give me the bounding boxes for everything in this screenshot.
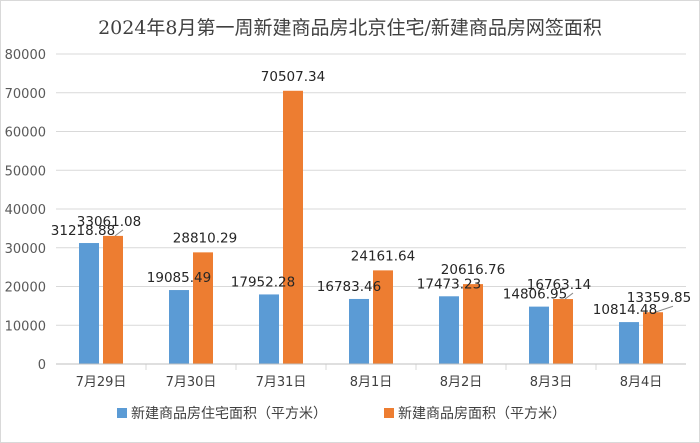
legend-swatch-residential	[117, 408, 127, 418]
legend: 新建商品房住宅面积（平方米） 新建商品房面积（平方米）	[117, 406, 566, 422]
gridlines	[56, 53, 686, 365]
data-label-total: 20616.76	[441, 262, 505, 278]
data-label-residential: 16783.46	[317, 279, 381, 295]
label-leader-line	[114, 229, 124, 237]
y-tick-label: 70000	[5, 87, 46, 102]
x-tick-label: 8月2日	[440, 375, 483, 390]
data-label-total: 28810.29	[173, 230, 237, 246]
y-tick-label: 10000	[5, 319, 46, 334]
bar-residential	[529, 306, 549, 364]
bar-residential	[349, 298, 369, 364]
bar-residential	[169, 290, 189, 364]
label-leader-line	[564, 292, 574, 300]
x-tick-label: 7月31日	[256, 375, 307, 390]
x-tick-label: 7月29日	[76, 375, 127, 390]
data-label-residential: 14806.95	[503, 287, 567, 303]
y-axis-ticks: 0 10000 20000 30000 40000 50000 60000 70000 8000…	[5, 48, 46, 373]
y-tick-label: 30000	[5, 242, 46, 257]
bar-total	[373, 270, 393, 364]
bar-residential	[439, 296, 459, 364]
data-label-residential: 17952.28	[231, 274, 295, 290]
data-label-total: 16763.14	[527, 277, 591, 293]
data-label-total: 33061.08	[77, 214, 141, 230]
data-label-residential: 17473.23	[417, 276, 481, 292]
legend-label-total: 新建商品房面积（平方米）	[398, 406, 566, 422]
legend-label-residential: 新建商品房住宅面积（平方米）	[131, 406, 327, 422]
x-axis-ticks: 7月29日 7月30日 7月31日 8月1日 8月2日 8月3日 8月4日	[56, 363, 686, 390]
bar-residential	[259, 294, 279, 364]
x-tick-label: 8月4日	[620, 375, 663, 390]
label-leader-lines	[114, 229, 674, 313]
y-tick-label: 50000	[5, 164, 46, 179]
legend-swatch-total	[384, 408, 394, 418]
data-label-residential: 31218.88	[51, 223, 115, 239]
x-tick-label: 7月30日	[166, 375, 217, 390]
bars	[79, 90, 663, 364]
bar-total	[103, 235, 123, 364]
y-tick-label: 40000	[5, 203, 46, 218]
x-tick-label: 8月1日	[350, 375, 393, 390]
bar-total	[283, 90, 303, 364]
x-tick-label: 8月3日	[530, 375, 573, 390]
data-label-total: 13359.85	[627, 290, 691, 306]
bar-total	[463, 284, 483, 364]
data-label-total: 24161.64	[351, 248, 415, 264]
bar-total	[643, 312, 663, 364]
bar-residential	[79, 243, 99, 364]
y-tick-label: 80000	[5, 48, 46, 63]
y-tick-label: 60000	[5, 126, 46, 141]
label-leader-line	[654, 305, 674, 313]
bar-total	[193, 252, 213, 364]
bar-residential	[619, 322, 639, 364]
y-tick-label: 0	[38, 358, 46, 373]
bar-total	[553, 299, 573, 364]
chart-title: 2024年8月第一周新建商品房北京住宅/新建商品房网签面积	[98, 17, 602, 39]
data-label-total: 70507.34	[261, 69, 325, 85]
data-label-residential: 19085.49	[147, 270, 211, 286]
y-tick-label: 20000	[5, 281, 46, 296]
data-label-residential: 10814.48	[593, 302, 657, 318]
